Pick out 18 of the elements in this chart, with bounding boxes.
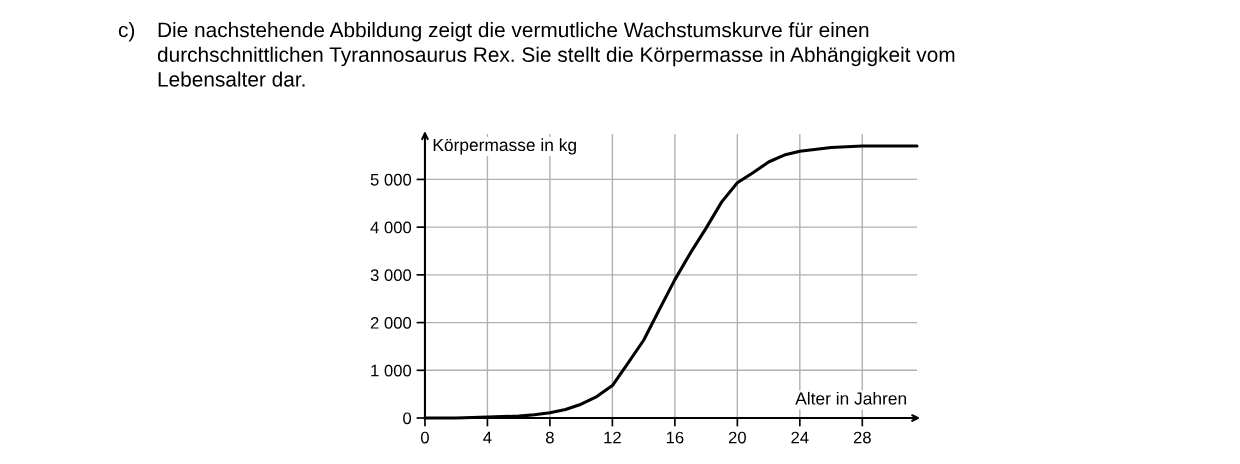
y-tick-label: 3 000 xyxy=(370,269,412,282)
x-tick-label: 12 xyxy=(604,431,621,444)
x-tick-label: 16 xyxy=(666,431,684,444)
x-tick-label: 4 xyxy=(483,431,492,444)
x-tick-label: 28 xyxy=(853,431,871,444)
x-tick-label: 20 xyxy=(728,431,746,444)
x-tick-label: 8 xyxy=(546,431,554,444)
text: c) xyxy=(118,22,135,42)
y-tick-label: 1 000 xyxy=(371,364,412,377)
x-tick-label: 24 xyxy=(791,431,809,444)
y-tick-label: 4 000 xyxy=(370,221,412,234)
chart-title: Die nachstehende Abbildung zeigt die vermutliche Wachstumskurve für einen durchschnittlichen Tyrannosaurus Rex. Sie stellt die Körpermasse in Abhängigkeit vom Lebensalter dar. xyxy=(157,22,955,87)
y-axis-title: Körpermasse in kg xyxy=(433,138,576,155)
y-tick-label: 2 000 xyxy=(370,316,412,329)
x-axis-title: Alter in Jahren xyxy=(795,391,907,405)
y-tick-label: 0 xyxy=(403,412,412,425)
y-tick-label: 5 000 xyxy=(370,173,412,186)
x-tick-label: 0 xyxy=(420,431,429,444)
